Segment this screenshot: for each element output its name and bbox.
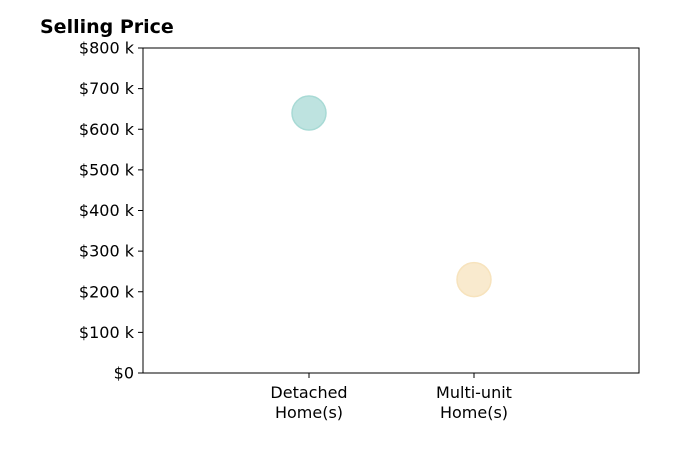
y-tick-label: $400 k [79,201,135,220]
x-tick-label: Home(s) [275,403,343,422]
data-point [456,261,492,298]
x-tick-label: Multi-unit [436,383,512,402]
y-tick-label: $0 [114,364,134,383]
y-tick-label: $200 k [79,282,135,301]
y-tick-label: $600 k [79,120,135,139]
chart-title: Selling Price [40,16,174,38]
x-tick-label: Home(s) [440,403,508,422]
y-tick-label: $500 k [79,160,135,179]
x-tick-label: Detached [270,383,347,402]
data-points [291,95,492,298]
plot-frame [142,47,640,374]
y-tick-label: $300 k [79,242,135,261]
data-point [291,95,327,131]
y-axis: $0 $100 k $200 k $300 k $400 k $500 k $600 k $7… [79,39,143,383]
y-tick-label: $100 k [79,323,135,342]
y-tick-label: $700 k [79,79,135,98]
y-tick-label: $800 k [79,39,135,58]
